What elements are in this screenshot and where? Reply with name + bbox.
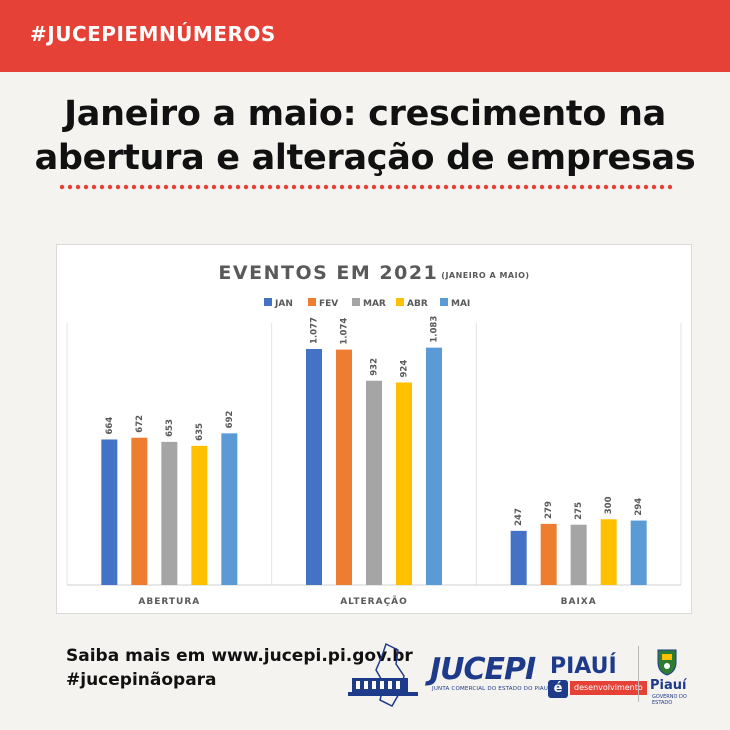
data-label-abertura-fev: 672 — [135, 415, 145, 433]
legend-label-mar: MAR — [363, 299, 386, 309]
data-label-abertura-mai: 692 — [225, 411, 235, 429]
bar-abertura-abr — [191, 445, 208, 585]
jucepi-building-icon — [348, 642, 418, 707]
chart-legend: JAN FEV MAR ABR MAI — [264, 298, 470, 309]
data-label-baixa-fev: 279 — [544, 501, 554, 519]
data-label-alteração-abr: 924 — [400, 360, 410, 378]
bar-baixa-fev — [540, 523, 557, 585]
bar-alteração-abr — [396, 382, 412, 585]
legend-swatch-mar — [352, 298, 360, 306]
legend-swatch-jan — [264, 298, 272, 306]
bar-baixa-jan — [510, 530, 527, 585]
bar-alteração-fev — [336, 349, 352, 585]
chart-panel: EVENTOS EM 2021 (JANEIRO A MAIO) JAN FEV M… — [56, 244, 692, 614]
bar-alteração-mar — [366, 380, 382, 585]
data-label-abertura-jan: 664 — [105, 417, 115, 435]
gov-logo-text: Piauí — [650, 678, 687, 693]
bar-abertura-fev — [131, 437, 148, 585]
headline-line-2: abertura e alteração de empresas — [34, 138, 696, 178]
data-label-baixa-mai: 294 — [634, 498, 644, 516]
logo-strip: JUCEPI JUNTA COMERCIAL DO ESTADO DO PIAU… — [346, 640, 706, 710]
data-label-alteração-jan: 1.077 — [310, 317, 320, 344]
bar-alteração-mai — [426, 347, 442, 585]
chart-plot-area: 664 672 653 635 692 ABERTURA 1.077 1.074 932 924 1… — [66, 316, 682, 607]
hashtag-title: #JUCEPIEMNÚMEROS — [30, 22, 276, 46]
data-label-baixa-mar: 275 — [574, 502, 584, 520]
data-label-abertura-mar: 653 — [165, 419, 175, 437]
legend-label-fev: FEV — [319, 299, 338, 309]
data-label-alteração-mai: 1.083 — [430, 316, 440, 343]
dotted-divider — [58, 184, 672, 190]
data-label-baixa-abr: 300 — [604, 496, 614, 514]
legend-swatch-fev — [308, 298, 316, 306]
legend-label-abr: ABR — [407, 299, 428, 309]
category-label-baixa: BAIXA — [561, 597, 597, 607]
jucepi-logo-subtitle: JUNTA COMERCIAL DO ESTADO DO PIAUÍ — [432, 686, 550, 692]
legend-label-jan: JAN — [274, 299, 293, 309]
jucepi-logo-text: JUCEPI — [430, 652, 536, 687]
bar-abertura-mai — [221, 433, 238, 585]
category-label-alteração: ALTERAÇÃO — [340, 596, 408, 607]
data-label-alteração-fev: 1.074 — [340, 318, 350, 345]
legend-label-mai: MAI — [451, 299, 470, 309]
piaui-logo-text: PIAUÍ — [550, 654, 617, 679]
piaui-e-badge: é — [548, 680, 568, 698]
state-coat-of-arms-icon — [657, 649, 677, 676]
gov-logo-subtitle: GOVERNO DO ESTADO — [652, 694, 687, 706]
category-label-abertura: ABERTURA — [138, 597, 200, 607]
headline-line-1: Janeiro a maio: crescimento na — [64, 94, 666, 134]
logo-separator — [638, 646, 639, 702]
bar-baixa-abr — [600, 519, 617, 585]
legend-swatch-mai — [440, 298, 448, 306]
chart-subtitle: (JANEIRO A MAIO) — [441, 271, 529, 280]
bar-chart: EVENTOS EM 2021 (JANEIRO A MAIO) JAN FEV M… — [66, 262, 682, 607]
footer-link[interactable]: Saiba mais em www.jucepi.pi.gov.br — [66, 646, 413, 666]
legend-swatch-abr — [396, 298, 404, 306]
data-label-alteração-mar: 932 — [370, 358, 380, 376]
footer-hashtag: #jucepinãopara — [66, 670, 217, 690]
data-label-baixa-jan: 247 — [514, 508, 524, 526]
footer-text: Saiba mais em www.jucepi.pi.gov.br #juce… — [66, 644, 413, 692]
data-label-abertura-abr: 635 — [195, 423, 205, 441]
bar-alteração-jan — [306, 348, 322, 585]
bar-abertura-jan — [101, 439, 118, 585]
bar-abertura-mar — [161, 441, 178, 585]
top-banner: #JUCEPIEMNÚMEROS — [0, 0, 730, 72]
chart-title: EVENTOS EM 2021 — [218, 262, 438, 284]
bar-baixa-mai — [630, 520, 647, 585]
piaui-tagline: desenvolvimento — [570, 681, 647, 695]
headline: Janeiro a maio: crescimento na abertura … — [0, 92, 730, 180]
bar-baixa-mar — [570, 524, 587, 585]
